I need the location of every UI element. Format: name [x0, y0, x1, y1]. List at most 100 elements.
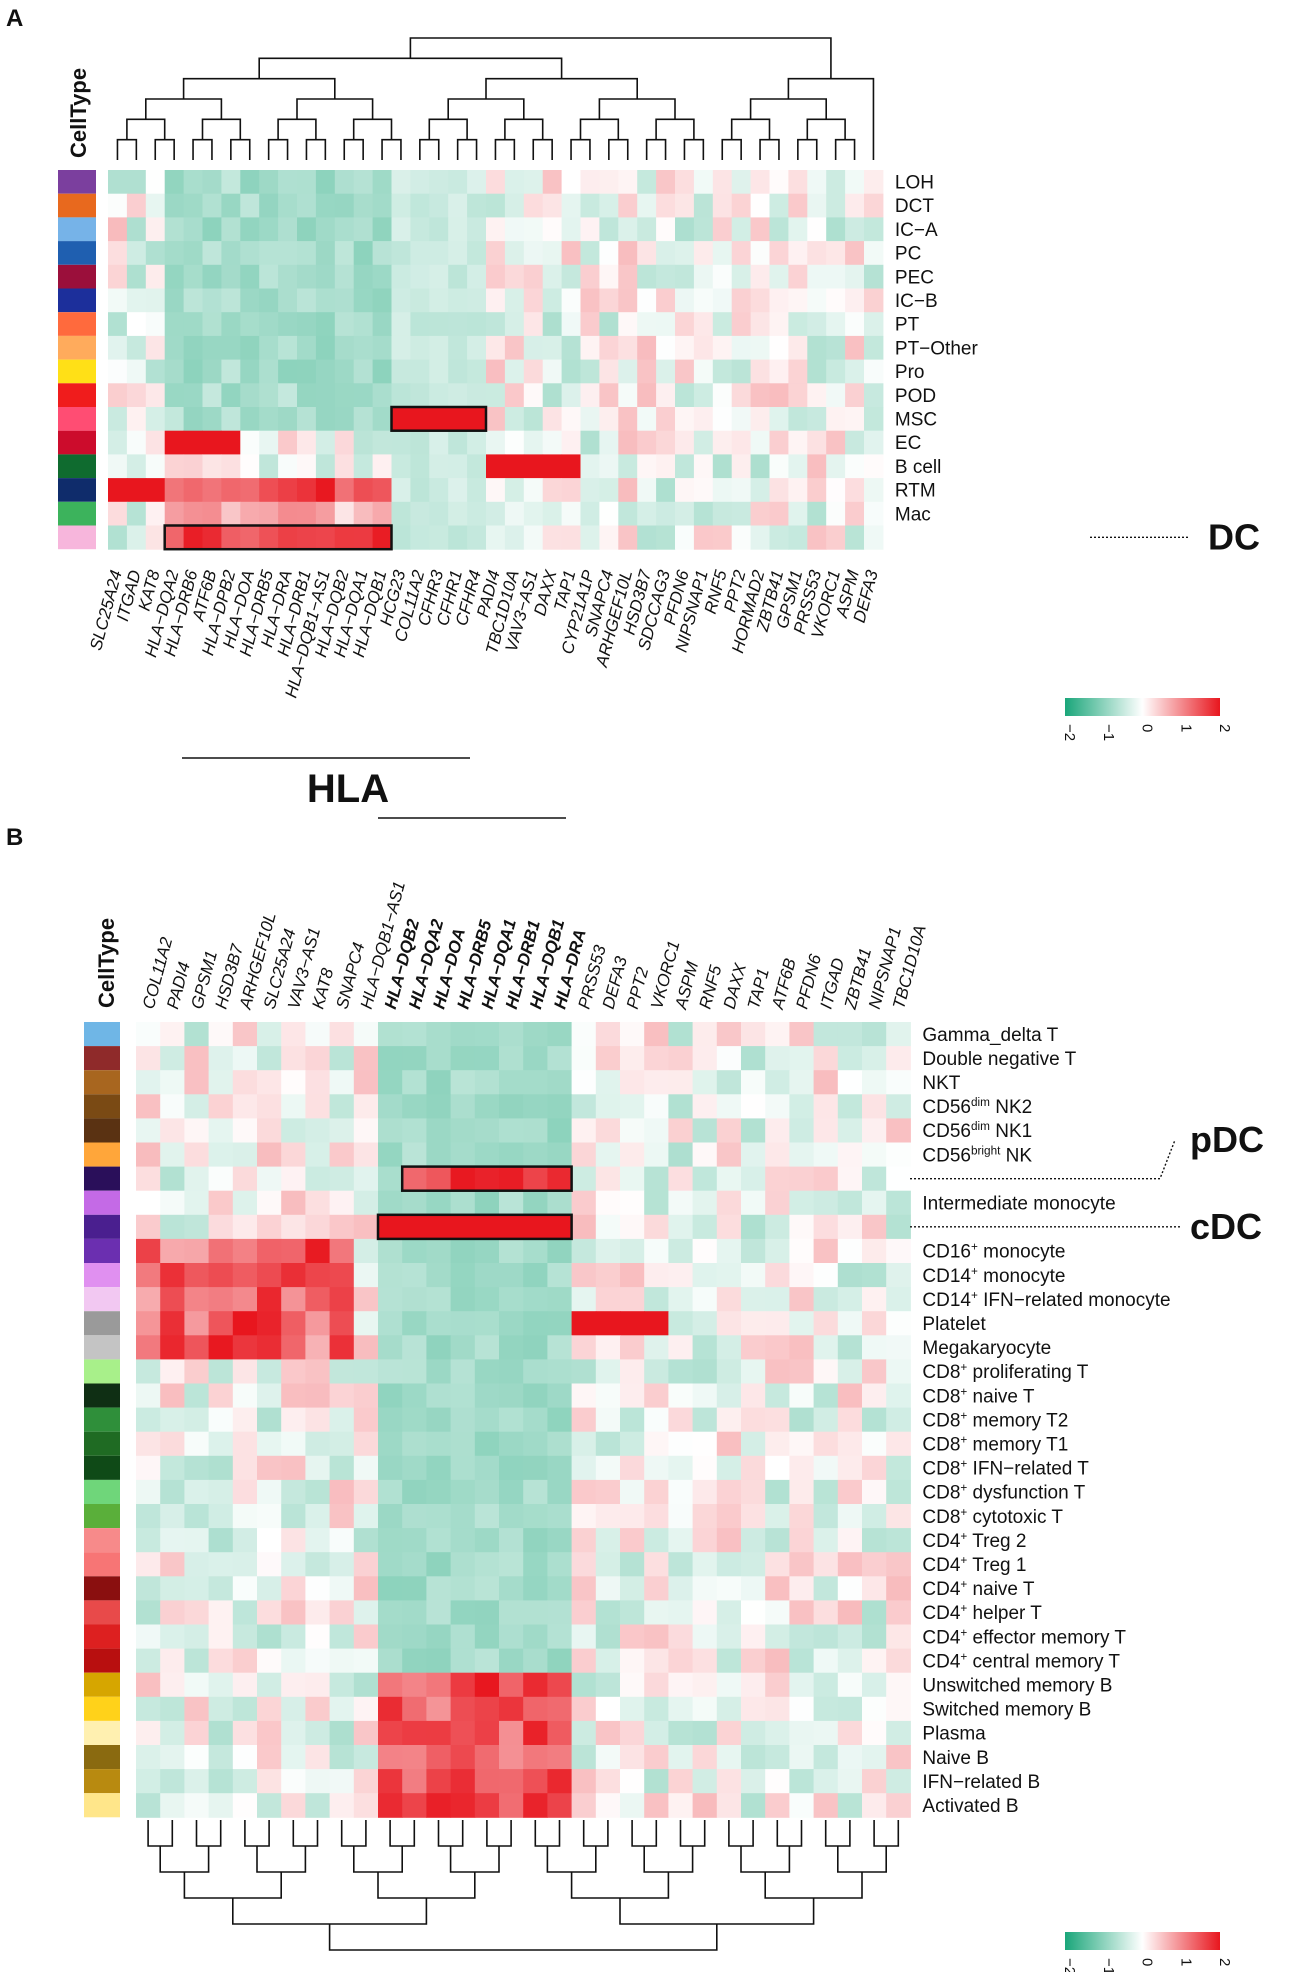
heatmap-cell	[862, 1600, 887, 1625]
heatmap-cell	[232, 1648, 258, 1674]
heatmap-cell	[259, 241, 279, 266]
heatmap-cell	[769, 312, 789, 337]
hla-bracket-label: HLA	[307, 767, 389, 811]
heatmap-cell	[571, 1238, 597, 1264]
heatmap-cell	[353, 478, 374, 503]
heatmap-cell	[474, 1672, 500, 1698]
heatmap-cell	[108, 335, 128, 361]
heatmap-cell	[297, 288, 317, 313]
heatmap-cell	[315, 312, 336, 337]
heatmap-cell	[595, 1287, 621, 1312]
heatmap-cell	[769, 335, 789, 361]
heatmap-cell	[523, 1022, 548, 1047]
heatmap-cell	[136, 1359, 161, 1384]
heatmap-cell	[208, 1793, 234, 1818]
heatmap-cell	[281, 1022, 306, 1047]
heatmap-cell	[716, 1720, 742, 1746]
heatmap-cell	[886, 1359, 911, 1384]
heatmap-cell	[372, 383, 392, 408]
heatmap-cell	[789, 1455, 815, 1481]
heatmap-cell	[668, 1335, 694, 1360]
heatmap-cell	[108, 193, 128, 218]
heatmap-cell	[257, 1118, 282, 1143]
heatmap-cell	[474, 1190, 500, 1216]
heatmap-cell	[750, 383, 770, 408]
heatmap-cell	[450, 1600, 476, 1625]
heatmap-cell	[845, 217, 865, 242]
heatmap-cell	[731, 383, 752, 408]
heatmap-cell	[789, 1046, 815, 1071]
heatmap-cell	[499, 1479, 524, 1505]
heatmap-cell	[183, 335, 203, 361]
heatmap-cell	[886, 1648, 911, 1674]
heatmap-cell	[257, 1383, 282, 1409]
row-label: PT−Other	[895, 338, 979, 359]
heatmap-cell	[620, 1287, 645, 1312]
heatmap-cell	[184, 1166, 210, 1192]
heatmap-cell	[108, 241, 128, 266]
heatmap-cell	[571, 1287, 597, 1312]
heatmap-cell	[499, 1455, 524, 1481]
row-label: CD8+ memory T1	[922, 1433, 1068, 1455]
heatmap-cell	[305, 1720, 331, 1746]
heatmap-cell	[561, 241, 581, 266]
heatmap-cell	[353, 1118, 379, 1143]
heatmap-cell	[571, 1263, 597, 1288]
heatmap-cell	[353, 407, 374, 432]
heatmap-cell	[789, 1263, 815, 1288]
heatmap-cell	[807, 170, 827, 195]
heatmap-cell	[731, 335, 752, 361]
heatmap-cell	[278, 217, 298, 242]
color-scale-tick-label: 1	[1177, 724, 1194, 732]
heatmap-cell	[164, 525, 185, 550]
heatmap-cell	[741, 1359, 766, 1384]
heatmap-cell	[202, 170, 222, 195]
heatmap-cell	[886, 1263, 911, 1288]
heatmap-cell	[474, 1142, 500, 1168]
heatmap-cell	[571, 1094, 597, 1119]
heatmap-cell	[886, 1672, 911, 1698]
heatmap-cell	[547, 1022, 573, 1047]
heatmap-cell	[788, 359, 808, 384]
dendrogram-branch	[328, 1924, 718, 1951]
heatmap-cell	[136, 1046, 161, 1071]
heatmap-cell	[571, 1142, 597, 1168]
heatmap-cell	[750, 359, 770, 384]
heatmap-cell	[845, 170, 865, 195]
dendrogram-branch	[389, 1820, 416, 1847]
heatmap-cell	[862, 1311, 887, 1336]
heatmap-cell	[126, 478, 147, 503]
heatmap-cell	[741, 1118, 766, 1143]
heatmap-cell	[232, 1769, 258, 1794]
heatmap-cell	[145, 288, 166, 313]
heatmap-cell	[257, 1552, 282, 1577]
heatmap-cell	[620, 1648, 645, 1674]
heatmap-cell	[741, 1383, 766, 1409]
heatmap-cell	[208, 1431, 234, 1457]
heatmap-cell	[136, 1793, 161, 1818]
celltype-color-swatch	[84, 1263, 120, 1288]
heatmap-cell	[693, 454, 714, 479]
heatmap-cell	[232, 1600, 258, 1625]
heatmap-cell	[886, 1311, 911, 1336]
heatmap-cell	[305, 1745, 331, 1770]
heatmap-cell	[297, 383, 317, 408]
heatmap-cell	[486, 288, 506, 313]
heatmap-cell	[108, 383, 128, 408]
heatmap-cell	[402, 1479, 427, 1505]
heatmap-cell	[467, 407, 487, 432]
heatmap-cell	[788, 525, 808, 550]
heatmap-cell	[769, 217, 789, 242]
heatmap-cell	[788, 241, 808, 266]
heatmap-cell	[595, 1624, 621, 1650]
heatmap-cell	[731, 288, 752, 313]
heatmap-cell	[656, 407, 676, 432]
heatmap-cell	[184, 1793, 210, 1818]
heatmap-cell	[378, 1046, 403, 1071]
heatmap-cell	[145, 335, 166, 361]
heatmap-cell	[315, 217, 336, 242]
heatmap-cell	[837, 1214, 863, 1240]
heatmap-cell	[334, 288, 355, 313]
heatmap-cell	[378, 1118, 403, 1143]
heatmap-cell	[208, 1118, 234, 1143]
